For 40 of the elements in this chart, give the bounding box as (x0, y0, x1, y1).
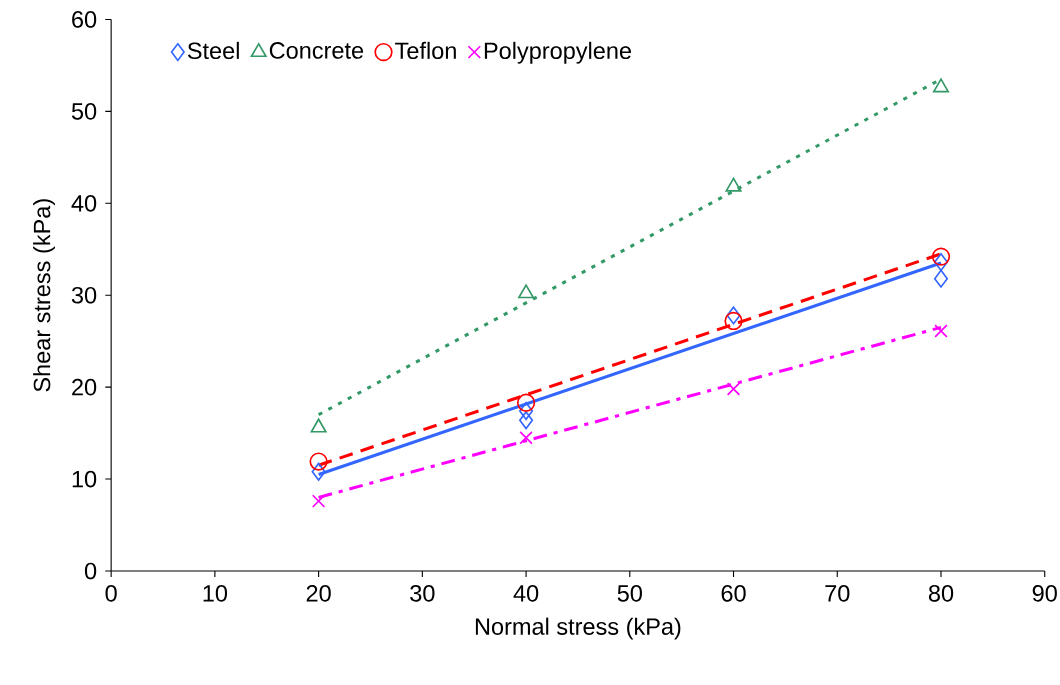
y-tick-label: 60 (72, 11, 97, 28)
y-axis-title: Shear stress (kPa) (33, 199, 55, 392)
y-tick-label: 40 (71, 195, 97, 212)
point (518, 284, 535, 299)
y-tick-label: 50 (71, 103, 97, 120)
point (725, 177, 742, 192)
point (516, 393, 536, 412)
x-tick-label: 50 (617, 585, 642, 602)
x-tick-label: 10 (203, 585, 228, 602)
point (726, 306, 741, 325)
y-tick-label: 10 (72, 470, 97, 488)
point (932, 78, 950, 93)
legend-label: Teflon (395, 41, 456, 60)
legend-label: Steel (187, 41, 239, 60)
x-axis-title: Normal stress (kPa) (475, 617, 681, 640)
point (724, 311, 743, 331)
point (933, 253, 949, 272)
x-tick-label: 0 (105, 585, 117, 602)
x-tick-label: 90 (1032, 585, 1057, 602)
y-tick-label: 0 (84, 562, 97, 580)
point (934, 324, 948, 338)
x-tick-label: 20 (306, 585, 331, 602)
x-tick-label: 40 (513, 585, 539, 602)
x-tick-label: 80 (928, 585, 954, 602)
y-tick-label: 20 (72, 378, 97, 396)
x-tick-label: 30 (410, 585, 435, 602)
point (519, 401, 534, 421)
point (726, 382, 741, 396)
point (309, 452, 328, 471)
legend-label: Polypropylene (484, 41, 631, 64)
legend-label: Concrete (269, 42, 364, 59)
point (931, 247, 951, 266)
x-tick-label: 60 (721, 585, 746, 602)
point (519, 431, 533, 445)
point (311, 462, 326, 481)
y-tick-label: 30 (71, 286, 97, 304)
point (519, 411, 534, 430)
x-tick-label: 70 (825, 585, 850, 602)
point (933, 269, 949, 288)
point (311, 494, 326, 508)
